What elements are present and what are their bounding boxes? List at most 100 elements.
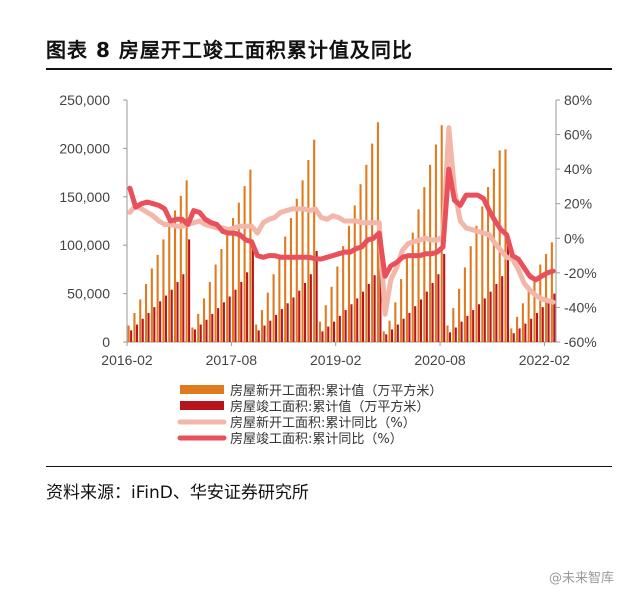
bar-new-start (202, 298, 206, 342)
right-tick-label: 60% (564, 127, 592, 143)
bar-new-start (185, 180, 188, 342)
right-tick-label: -60% (564, 334, 597, 350)
bar-completion (338, 315, 341, 342)
bar-completion (147, 312, 150, 342)
bar-new-start (492, 168, 495, 342)
bar-new-start (272, 274, 275, 342)
combo-chart-svg: 0 50,000 100,000 150,000 200,000 250,000 -60% -… (59, 92, 596, 447)
lines-layer (127, 125, 556, 317)
bar-new-start (504, 149, 507, 342)
bar-new-start (342, 246, 345, 342)
bar-completion (361, 291, 365, 342)
bar-new-start (330, 286, 333, 342)
bar-new-start (434, 144, 437, 342)
bar-new-start (255, 324, 258, 342)
bar-completion (437, 274, 440, 342)
bar-completion (263, 325, 266, 342)
bar-new-start (324, 305, 327, 342)
bar-completion (135, 324, 138, 342)
bar-new-start (266, 292, 269, 342)
bar-new-start (249, 169, 252, 342)
bar-completion (164, 295, 167, 342)
bar-new-start (260, 310, 264, 342)
bar-completion (251, 244, 254, 342)
bar-new-start (405, 254, 408, 342)
x-tick-label: 2022-02 (519, 352, 571, 368)
bar-new-start (127, 325, 130, 342)
bar-new-start (516, 316, 519, 342)
bar-new-start (318, 321, 322, 342)
right-tick-label: 20% (564, 196, 592, 212)
bar-completion (553, 293, 556, 342)
bar-completion (141, 318, 144, 342)
bar-new-start (301, 180, 304, 342)
bar-new-start (156, 254, 159, 342)
bar-completion (350, 304, 353, 342)
bar-completion (130, 330, 133, 342)
bar-completion (327, 326, 330, 342)
bar-new-start (150, 268, 153, 342)
chart-title: 图表 8 房屋开工竣工面积累计值及同比 (46, 38, 413, 62)
bar-completion (443, 253, 446, 342)
bar-completion (228, 296, 231, 342)
bar-completion (240, 281, 243, 342)
bar-new-start (388, 320, 391, 342)
bar-completion (512, 333, 515, 342)
bar-new-start (173, 210, 177, 342)
bar-new-start (481, 206, 484, 342)
bar-completion (333, 321, 336, 342)
bar-new-start (400, 279, 403, 342)
watermark: @未来智库 (548, 571, 614, 586)
right-tick-label: 80% (564, 92, 592, 108)
bar-new-start (133, 312, 136, 342)
bar-new-start (452, 308, 455, 342)
bar-new-start (237, 202, 240, 342)
source-divider (46, 466, 612, 467)
bar-new-start (313, 139, 316, 342)
bar-completion (211, 313, 214, 342)
bar-completion (460, 321, 463, 342)
right-tick-label: -40% (564, 299, 597, 315)
bar-completion (448, 332, 452, 342)
bar-completion (275, 314, 278, 342)
bar-completion (304, 282, 307, 342)
left-tick-label: 200,000 (59, 140, 110, 156)
bar-new-start (139, 299, 142, 342)
bar-completion (188, 239, 191, 342)
left-tick-label: 0 (102, 334, 110, 350)
bar-new-start (527, 289, 530, 342)
bar-new-start (510, 328, 513, 342)
bar-completion (356, 298, 359, 342)
bar-new-start (382, 331, 385, 342)
bar-new-start (208, 281, 211, 342)
bar-completion (530, 318, 533, 342)
bar-new-start (231, 218, 235, 342)
source-note: 资料来源：iFinD、华安证券研究所 (46, 483, 309, 503)
left-tick-label: 100,000 (59, 237, 110, 253)
bar-completion (199, 324, 202, 342)
bar-completion (182, 274, 185, 342)
line-new-start-yoy (127, 125, 556, 317)
bar-completion (153, 307, 156, 342)
bar-completion (379, 249, 382, 342)
bar-completion (269, 320, 272, 342)
bar-completion (431, 282, 434, 342)
bar-new-start (162, 239, 165, 342)
bar-completion (419, 299, 423, 342)
legend-swatch-1 (180, 401, 224, 410)
bar-new-start (243, 186, 246, 342)
legend-label-0: 房屋新开工面积:累计值（万平方米） (230, 383, 442, 399)
chart-area: 0 50,000 100,000 150,000 200,000 250,000 -60% -… (0, 70, 628, 465)
bar-completion (541, 307, 544, 342)
axes-layer: 0 50,000 100,000 150,000 200,000 250,000 -60% -… (59, 92, 596, 368)
bar-completion (217, 308, 220, 342)
bar-completion (170, 289, 173, 342)
chart-legend: 房屋新开工面积:累计值（万平方米）房屋竣工面积:累计值（万平方米）房屋新开工面积… (177, 383, 442, 447)
bar-new-start (359, 184, 362, 342)
bar-completion (414, 306, 417, 342)
bar-completion (234, 289, 237, 342)
bar-new-start (191, 327, 194, 342)
legend-swatch-0 (180, 385, 224, 394)
bar-completion (222, 302, 225, 342)
right-tick-label: -20% (564, 265, 597, 281)
